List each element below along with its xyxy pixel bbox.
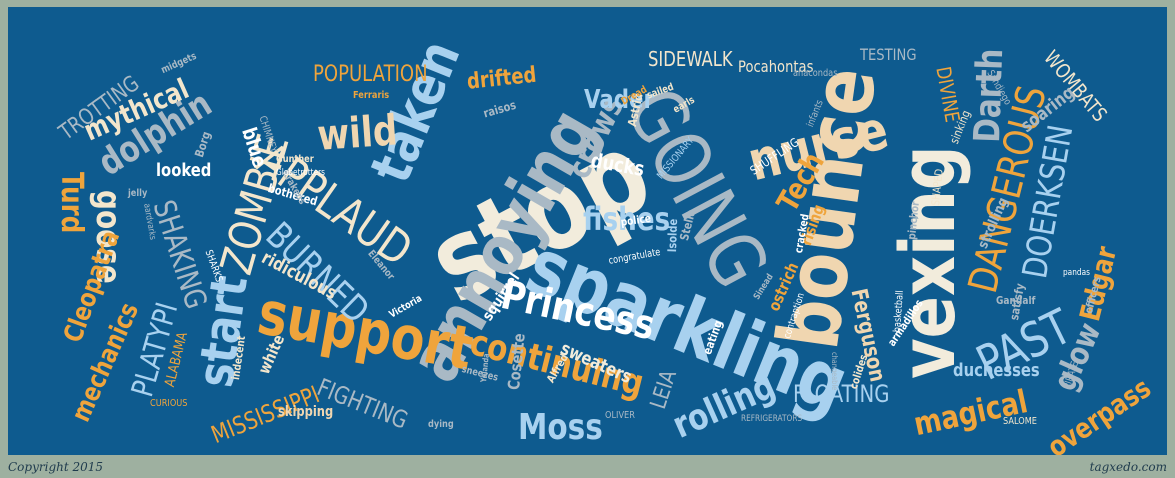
tagxedo-link[interactable]: tagxedo.com	[1089, 460, 1167, 474]
cloud-word: Vader	[584, 85, 654, 115]
cloud-word: pandas	[1063, 268, 1090, 278]
cloud-word: OLIVER	[605, 410, 635, 421]
cloud-word: skipping	[278, 404, 334, 420]
cloud-word: jelly	[128, 188, 148, 199]
cloud-word: raisos	[481, 97, 518, 121]
cloud-word: vexing	[883, 145, 972, 379]
cloud-word: SHAKING	[145, 196, 214, 314]
cloud-word: Borg	[192, 129, 214, 160]
cloud-word: SALOME	[1003, 416, 1037, 427]
cloud-word: Gandalf	[996, 294, 1036, 307]
cloud-word: CURIOUS	[150, 398, 188, 409]
cloud-word: Ferraris	[353, 90, 390, 101]
cloud-word: changeable	[830, 352, 839, 391]
cloud-word: Turd	[54, 172, 89, 234]
cloud-word: Gunther	[276, 154, 314, 165]
cloud-word: FLOATING	[793, 380, 890, 408]
cloud-word: REFRIGERATORS	[741, 414, 803, 424]
cloud-word: SIDEWALK	[648, 47, 733, 71]
cloud-word: duchesses	[953, 360, 1040, 381]
cloud-word: Globetrotters	[276, 168, 326, 178]
cloud-word: drifted	[465, 62, 538, 95]
copyright-label: Copyright 2015	[8, 460, 104, 474]
cloud-word: Pocahontas	[738, 57, 814, 76]
cloud-word: Isolde	[665, 218, 681, 253]
cloud-word: Moss	[518, 407, 603, 448]
cloud-word: magical	[910, 382, 1031, 444]
cloud-word: fishes	[583, 200, 671, 238]
word-cloud: stop sparkling bounce vexing annoying GOING su…	[8, 7, 1167, 455]
cloud-word: POPULATION	[313, 62, 428, 87]
cloud-word: Cosette	[504, 332, 529, 391]
cloud-word: looked	[156, 160, 212, 181]
cloud-word: TESTING	[860, 45, 917, 64]
cloud-word: wild	[315, 105, 400, 160]
cloud-word: anacondas	[793, 68, 838, 79]
cloud-word: dying	[428, 419, 454, 430]
